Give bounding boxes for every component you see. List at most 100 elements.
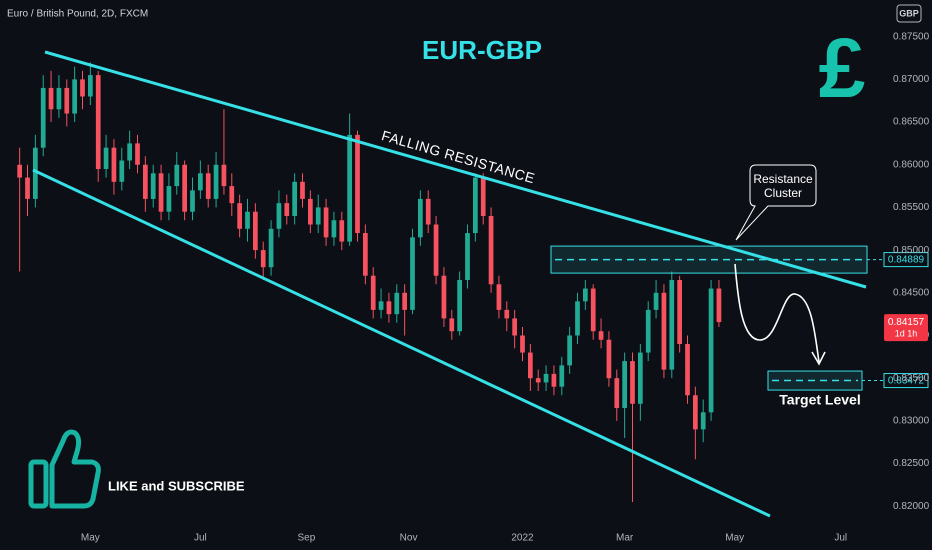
candle-body [40,87,46,148]
candle-body [72,79,77,114]
candle-body [457,280,462,332]
candle-body [245,211,250,229]
candle-body [535,378,541,383]
candle-body [363,233,368,276]
currency-badge [896,4,922,23]
candle-body [48,87,54,110]
level-price: 0.84889 [888,255,925,266]
candle-body [685,344,690,396]
candle-body [465,233,470,280]
candle-body [103,147,109,170]
x-tick-label: Jul [834,533,847,544]
level-price-box [883,252,929,268]
candle-body [567,335,572,366]
y-tick-label: 0.87500 [893,31,930,42]
currency: GBP [899,8,919,18]
candle-body [347,134,352,242]
level-price: 0.83472 [888,376,925,387]
pound-logo: £ [819,21,866,115]
candle-body [158,173,164,212]
candle-body [292,181,297,216]
target-label: Target Level [779,392,860,408]
candle-body [182,164,187,212]
x-tick-label: May [81,533,100,544]
candle-body [198,173,203,191]
cta: LIKE and SUBSCRIBE [108,478,245,493]
candle-body [575,301,580,336]
candle-body [496,284,502,310]
candle-body [276,203,282,229]
candle-body [441,275,447,319]
candle-body [716,288,722,323]
candle-body [268,228,274,268]
candle-body [512,318,517,336]
thumb-cuff [28,459,49,509]
candle-body [205,173,211,199]
candle-body [284,203,290,216]
candle-body [331,220,337,238]
candle-body [622,361,627,409]
callout-text: Resistance [753,172,813,186]
y-tick-label: 0.82500 [893,458,930,469]
candle-body [80,79,85,97]
candle-body [190,190,195,212]
candle-body [229,186,235,204]
y-tick-label: 0.86000 [893,159,930,170]
candle-body [150,173,156,199]
symbol: Euro / British Pound, 2D, FXCM [7,9,148,20]
candle-body [433,224,439,276]
y-tick-label: 0.84500 [893,287,930,298]
x-tick-label: Sep [298,533,316,544]
candle-body [88,75,93,97]
candle-body [394,292,400,315]
candle-body [543,373,549,383]
candle-body [418,198,423,238]
x-tick-label: Mar [616,533,634,544]
candle-body [638,352,643,404]
candle-body [669,280,675,370]
candles [17,62,722,502]
candle-body [473,177,478,234]
y-tick-label: 0.87000 [893,74,930,85]
y-tick-label: 0.86500 [893,117,930,128]
chart-title: EUR-GBP [422,35,542,65]
candle-body [425,198,431,225]
candle-body [221,164,227,187]
candle-body [95,75,101,170]
candle-body [528,352,533,379]
candle-body [56,87,62,110]
candle-body [237,203,242,229]
y-tick-label: 0.83000 [893,415,930,426]
levels: 0.84889 0.83472 [550,245,929,391]
y-tick-label: 0.85500 [893,202,930,213]
candle-body [520,335,525,353]
arrow-head [811,351,826,366]
level-price-box [883,373,929,389]
candle-body [630,361,635,404]
candle-body [708,288,714,413]
y-tick-label: 0.83500 [893,373,930,384]
candle-body [25,177,30,199]
candle-body [504,309,510,319]
thumb-hand [49,429,101,509]
candle-body [370,275,376,310]
candle-body [323,207,329,238]
last-price-box [884,314,928,342]
axes: 0.87500 0.87000 0.86500 0.86000 0.85500 0.850… [81,31,930,543]
candle-body [410,237,415,310]
lower-trend-line [32,168,771,518]
candle-body [17,164,22,178]
candle-body [135,143,140,165]
candle-body [559,365,565,387]
candle-body [386,301,392,315]
projection-arrow [734,263,820,363]
candle-body [260,250,266,268]
candle-body [33,147,38,199]
candle-body [402,292,407,310]
last-price: 0.84157 [888,317,925,328]
upper-trend-line [44,50,867,289]
candle-body [645,309,651,353]
x-tick-label: 2022 [511,533,534,544]
